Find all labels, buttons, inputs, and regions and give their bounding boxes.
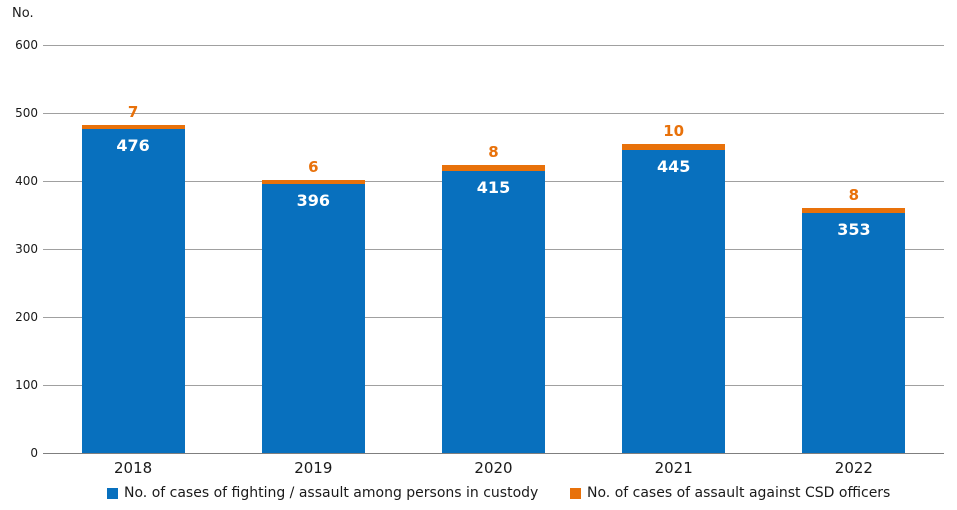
legend-label: No. of cases of assault against CSD offi…: [587, 485, 891, 501]
bar-value-label: 353: [837, 219, 871, 239]
bar-segment-officers: [81, 124, 185, 130]
x-tick-label: 2022: [834, 459, 873, 477]
legend-label: No. of cases of fighting / assault among…: [124, 485, 539, 501]
stack-top-value-label: 10: [663, 121, 685, 140]
stack-top-value-label: 7: [127, 102, 139, 121]
stack-top-value-label: 6: [308, 157, 319, 176]
gridline: [43, 113, 944, 114]
bar-segment-custody: 445: [622, 150, 726, 453]
legend-swatch-icon: [107, 488, 118, 499]
bar-value-label: 396: [296, 190, 330, 210]
y-tick-label: 500: [15, 106, 38, 120]
y-tick-label: 300: [15, 242, 38, 256]
x-tick-label: 2019: [294, 459, 333, 477]
plot-area: 476 7 396 6 415 8 445 10 353 8: [43, 45, 944, 454]
bar-segment-custody: 476: [81, 129, 185, 453]
stack-top-value-label: 8: [488, 143, 499, 162]
bar-segment-officers: [442, 165, 545, 171]
x-tick-label: 2021: [654, 459, 693, 477]
bar-segment-custody: 396: [261, 183, 365, 453]
bar-value-label: 476: [116, 136, 150, 156]
bar-value-label: 445: [656, 157, 691, 177]
bar-segment-custody: 353: [802, 212, 906, 453]
bar-segment-officers: [261, 179, 365, 184]
bar-value-label: 415: [476, 177, 511, 197]
x-axis-line: [43, 453, 944, 454]
y-tick-label: 400: [15, 174, 38, 188]
y-axis-unit-label: No.: [12, 6, 34, 21]
legend-swatch-icon: [570, 488, 581, 499]
bar-segment-custody: 415: [442, 170, 545, 453]
legend-item: No. of cases of assault against CSD offi…: [570, 484, 890, 502]
y-tick-label: 200: [15, 310, 38, 324]
stack-top-value-label: 8: [848, 185, 860, 204]
gridline: [43, 45, 944, 46]
y-tick-label: 0: [30, 446, 38, 460]
bar-segment-officers: [622, 143, 726, 151]
x-tick-label: 2020: [474, 459, 513, 477]
legend-item: No. of cases of fighting / assault among…: [107, 484, 538, 502]
x-tick-label: 2018: [114, 459, 153, 477]
bar-segment-officers: [802, 207, 906, 213]
y-tick-label: 600: [15, 38, 38, 52]
y-tick-label: 100: [15, 378, 38, 392]
